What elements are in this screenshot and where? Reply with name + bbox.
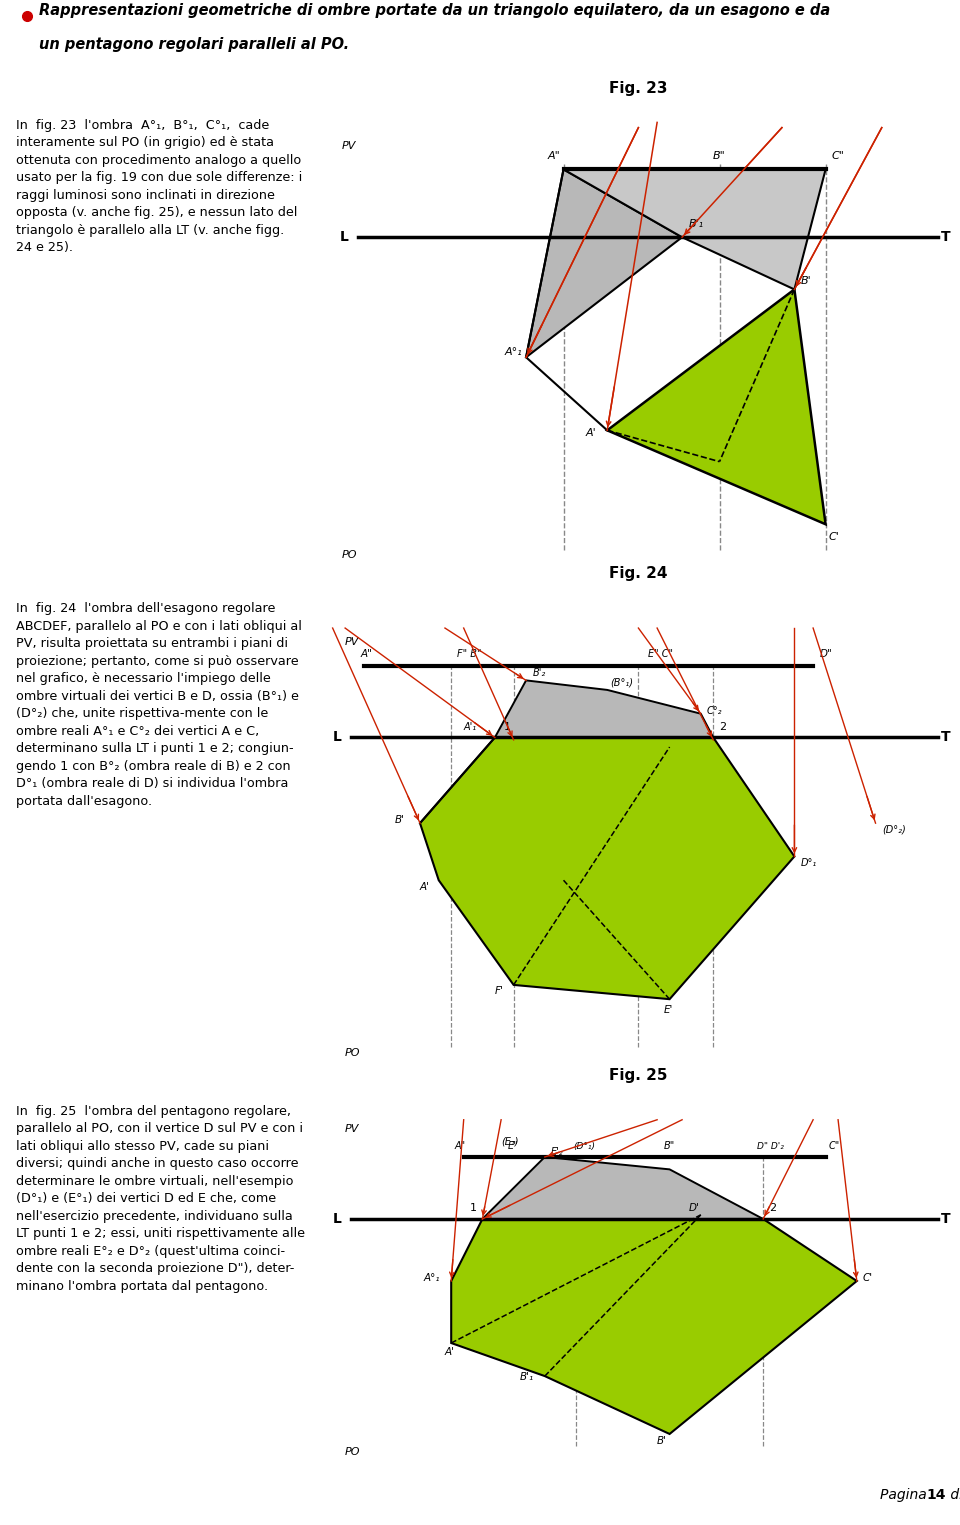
Text: (D°₂): (D°₂) <box>882 825 905 834</box>
Text: C': C' <box>828 532 839 541</box>
Text: 2: 2 <box>720 723 727 732</box>
Text: C": C" <box>828 1141 840 1151</box>
Text: T: T <box>941 230 950 244</box>
Text: In  fig. 24  l'ombra dell'esagono regolare
ABCDEF, parallelo al PO e con i lati : In fig. 24 l'ombra dell'esagono regolare… <box>16 602 301 808</box>
Text: (E₁): (E₁) <box>501 1136 518 1147</box>
Text: D" D'₂: D" D'₂ <box>756 1142 783 1151</box>
Polygon shape <box>608 290 826 525</box>
Text: PV: PV <box>342 140 356 151</box>
Text: L: L <box>340 230 348 244</box>
Text: 1: 1 <box>470 1203 477 1212</box>
Text: C": C" <box>831 151 845 162</box>
Text: B': B' <box>801 276 811 287</box>
Text: D": D" <box>820 648 832 659</box>
Text: (B°₁): (B°₁) <box>611 677 634 688</box>
Text: E'₂: E'₂ <box>551 1147 564 1157</box>
Text: B": B" <box>663 1141 675 1151</box>
Text: C'₁: C'₁ <box>704 1220 717 1229</box>
Text: Pagina: Pagina <box>880 1488 931 1502</box>
Text: un pentagono regolari paralleli al PO.: un pentagono regolari paralleli al PO. <box>39 37 349 52</box>
Text: PV: PV <box>346 637 359 647</box>
Text: Fig. 23: Fig. 23 <box>610 81 667 96</box>
Text: B'₁: B'₁ <box>520 1372 534 1382</box>
Text: A": A" <box>454 1141 466 1151</box>
Text: 1: 1 <box>504 723 512 732</box>
Text: A°₁: A°₁ <box>423 1273 440 1283</box>
Text: B': B' <box>396 816 405 825</box>
Text: A': A' <box>586 427 596 438</box>
Text: B'₂: B'₂ <box>532 668 545 677</box>
Text: PO: PO <box>346 1447 361 1456</box>
Text: D': D' <box>688 1203 699 1212</box>
Text: T: T <box>941 730 950 744</box>
Polygon shape <box>564 169 826 290</box>
Text: C'₁: C'₁ <box>726 451 741 461</box>
Polygon shape <box>420 738 795 999</box>
Text: A°₁: A°₁ <box>504 346 522 357</box>
Text: PO: PO <box>342 551 357 560</box>
Text: B': B' <box>658 1437 667 1446</box>
Text: E": E" <box>507 1141 518 1151</box>
Text: 14: 14 <box>926 1488 946 1502</box>
Text: E" C": E" C" <box>648 648 673 659</box>
Polygon shape <box>495 680 713 738</box>
Text: C': C' <box>651 778 661 787</box>
Text: Fig. 24: Fig. 24 <box>610 566 667 581</box>
Text: A'₁: A'₁ <box>464 723 477 732</box>
Text: B": B" <box>713 151 726 162</box>
Text: A': A' <box>420 881 430 892</box>
Polygon shape <box>483 1157 763 1218</box>
Text: F'₁: F'₁ <box>570 881 582 892</box>
Text: In  fig. 25  l'ombra del pentagono regolare,
parallelo al PO, con il vertice D s: In fig. 25 l'ombra del pentagono regolar… <box>16 1104 305 1293</box>
Text: A": A" <box>548 151 561 162</box>
Text: Rappresentazioni geometriche di ombre portate da un triangolo equilatero, da un : Rappresentazioni geometriche di ombre po… <box>39 3 830 18</box>
Polygon shape <box>451 1218 857 1434</box>
Polygon shape <box>526 169 683 357</box>
Text: E': E' <box>663 1005 673 1016</box>
Text: F': F' <box>495 987 504 996</box>
Text: T: T <box>941 1212 950 1226</box>
Text: E'₁: E'₁ <box>691 906 704 915</box>
Text: L: L <box>333 1212 342 1226</box>
Text: di 17: di 17 <box>946 1488 960 1502</box>
Text: C°₂: C°₂ <box>707 706 723 715</box>
Text: Fig. 25: Fig. 25 <box>610 1068 667 1083</box>
Text: F" B": F" B" <box>458 648 482 659</box>
Text: B'₁: B'₁ <box>688 218 704 229</box>
Text: A': A' <box>445 1348 455 1357</box>
Text: D°₁: D°₁ <box>801 859 817 868</box>
Text: In  fig. 23  l'ombra  A°₁,  B°₁,  C°₁,  cade
interamente sul PO (in grigio) ed è: In fig. 23 l'ombra A°₁, B°₁, C°₁, cade i… <box>16 119 302 255</box>
Text: 2: 2 <box>770 1203 777 1212</box>
Text: L: L <box>333 730 342 744</box>
Text: C': C' <box>863 1273 874 1283</box>
Text: PO: PO <box>346 1048 361 1058</box>
Text: (D°₁): (D°₁) <box>573 1142 595 1151</box>
Text: A": A" <box>361 648 372 659</box>
Text: PV: PV <box>346 1124 359 1135</box>
